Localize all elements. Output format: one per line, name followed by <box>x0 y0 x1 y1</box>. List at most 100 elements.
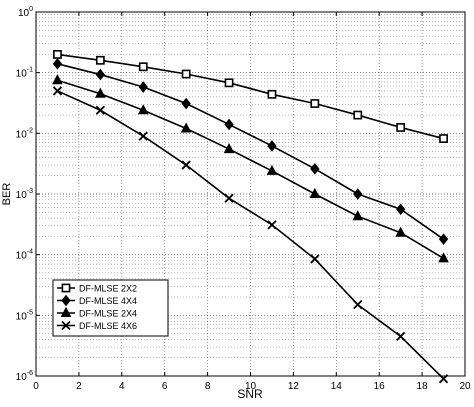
data-point-triangle <box>180 122 192 133</box>
data-point-triangle <box>137 104 149 115</box>
data-point-triangle <box>438 252 449 263</box>
cross-stroke <box>396 331 406 342</box>
data-point-square <box>95 55 105 65</box>
y-tick-label: 10-2 <box>16 127 33 140</box>
legend: DF-MLSE 2X2 DF-MLSE 4X4 DF-MLSE 2X4 DF-MLSE… <box>52 279 169 337</box>
data-point-diamond <box>353 188 363 200</box>
series-1 <box>53 50 448 143</box>
legend-entry: DF-MLSE 4X4 <box>57 294 137 307</box>
data-point-triangle <box>52 74 63 85</box>
data-point-cross <box>61 320 71 331</box>
data-point-triangle <box>266 164 278 175</box>
cross-stroke <box>224 193 234 203</box>
series-line <box>57 63 445 240</box>
legend-label: DF-MLSE 2X4 <box>79 309 137 319</box>
y-tick-label: 100 <box>18 6 33 19</box>
cross-stroke <box>181 160 191 170</box>
y-tick-base: 10 <box>16 311 28 322</box>
data-point-square <box>396 123 406 132</box>
data-point-triangle <box>60 306 72 317</box>
data-point-cross <box>181 160 191 170</box>
y-tick-base: 10 <box>16 372 28 383</box>
y-tick-label: 10-1 <box>16 67 33 80</box>
data-point-triangle <box>223 143 235 154</box>
series-line <box>57 90 445 380</box>
x-tick-label: 18 <box>417 381 429 392</box>
legend-entry: DF-MLSE 4X6 <box>57 320 137 331</box>
data-point-cross <box>138 131 148 141</box>
data-point-diamond <box>438 233 449 245</box>
series-layer <box>52 50 449 384</box>
data-point-diamond <box>224 118 234 131</box>
y-tick-base: 10 <box>16 129 28 140</box>
series-line <box>57 79 444 260</box>
y-tick-exponent: -5 <box>27 309 33 316</box>
data-point-cross <box>353 300 363 310</box>
y-tick-base: 10 <box>18 8 30 19</box>
data-point-square <box>224 78 234 88</box>
data-point-diamond <box>396 203 406 216</box>
data-point-diamond <box>95 68 105 81</box>
y-tick-label: 10-5 <box>16 309 33 322</box>
x-tick-label: 0 <box>33 381 39 392</box>
axis-ticks: 0 2 4 6 8 10 12 14 16 18 2010010-110-210-310-410-5… <box>16 6 471 392</box>
data-point-cross <box>52 86 63 96</box>
x-tick-label: 14 <box>331 381 343 392</box>
data-point-cross <box>438 374 449 384</box>
x-tick-label: 6 <box>162 381 168 392</box>
data-point-square <box>310 99 320 108</box>
y-tick-base: 10 <box>16 190 28 201</box>
legend-label: DF-MLSE 4X4 <box>79 296 137 306</box>
x-tick-label: 8 <box>205 381 211 392</box>
cross-stroke <box>52 86 63 96</box>
cross-stroke <box>438 374 449 384</box>
data-point-cross <box>396 331 406 342</box>
cross-stroke <box>61 320 71 331</box>
y-tick-label: 10-3 <box>16 188 33 201</box>
x-tick-label: 2 <box>76 381 82 392</box>
cross-stroke <box>267 220 277 230</box>
data-point-triangle <box>309 187 321 198</box>
legend-label: DF-MLSE 2X2 <box>79 284 137 294</box>
data-point-cross <box>95 105 105 115</box>
legend-label: DF-MLSE 4X6 <box>79 321 137 331</box>
y-tick-label: 10-4 <box>16 249 33 262</box>
x-tick-label: 20 <box>459 381 471 392</box>
x-tick-label: 16 <box>374 381 386 392</box>
series-3 <box>52 74 449 263</box>
data-point-diamond <box>138 81 148 93</box>
data-point-square <box>53 50 62 59</box>
data-point-diamond <box>267 140 277 152</box>
y-tick-label: 10-6 <box>16 370 33 383</box>
y-tick-exponent: -6 <box>27 370 33 377</box>
cross-stroke <box>353 300 363 310</box>
data-point-square <box>61 283 71 293</box>
y-tick-exponent: -4 <box>27 249 33 256</box>
data-point-square <box>181 69 191 79</box>
legend-entry: DF-MLSE 2X2 <box>57 284 137 294</box>
x-axis-label: SNR <box>237 387 263 401</box>
legend-box <box>52 279 169 337</box>
data-point-diamond <box>181 97 191 110</box>
data-point-diamond <box>52 58 63 70</box>
data-point-cross <box>310 254 320 264</box>
series-4 <box>52 86 449 384</box>
data-point-square <box>439 134 448 143</box>
x-tick-label: 12 <box>288 381 300 392</box>
data-point-square <box>267 89 277 99</box>
y-axis-label: BER <box>1 183 13 206</box>
y-tick-exponent: -1 <box>27 67 33 74</box>
cross-stroke <box>95 105 105 115</box>
data-point-cross <box>224 193 234 203</box>
data-point-square <box>138 62 148 72</box>
data-point-triangle <box>95 87 106 98</box>
series-line <box>57 53 444 140</box>
cross-stroke <box>310 254 320 264</box>
y-tick-exponent: 0 <box>29 6 33 13</box>
data-point-cross <box>267 220 277 230</box>
data-point-triangle <box>352 210 364 221</box>
x-tick-label: 10 <box>245 381 257 392</box>
cross-stroke <box>138 131 148 141</box>
